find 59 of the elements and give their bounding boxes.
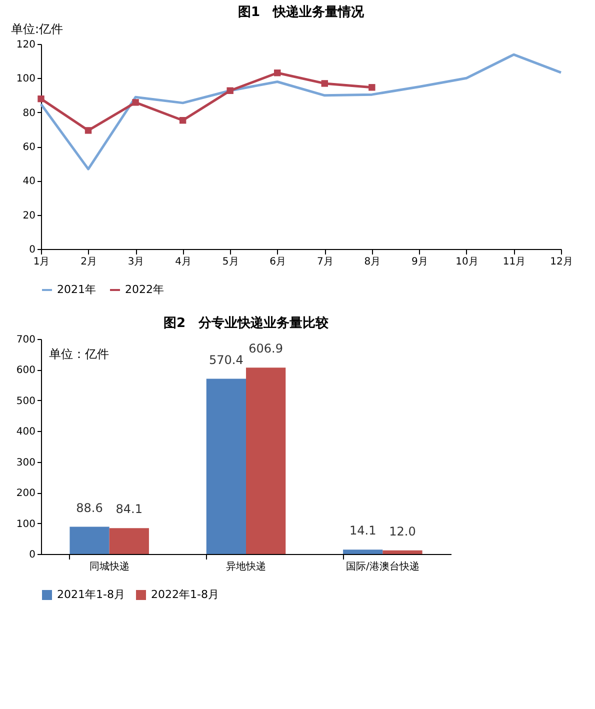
y-tick-label: 60 bbox=[22, 142, 36, 153]
point bbox=[38, 95, 44, 102]
x-tick-label: 4月 bbox=[175, 256, 192, 268]
y-tick-label: 100 bbox=[16, 74, 36, 85]
y-tick-label: 400 bbox=[16, 426, 36, 438]
point bbox=[368, 84, 376, 91]
x-tick-label: 1月 bbox=[33, 256, 50, 268]
y-tick-label: 20 bbox=[22, 210, 36, 222]
data-label: 12.0 bbox=[389, 524, 416, 538]
x-tick-label: 2月 bbox=[80, 256, 97, 268]
point bbox=[132, 99, 139, 106]
bar bbox=[246, 368, 286, 554]
x-tick-label: 11月 bbox=[502, 256, 526, 268]
y-tick-label: 200 bbox=[16, 488, 36, 500]
bar bbox=[109, 528, 149, 554]
bar bbox=[206, 378, 246, 554]
x-tick-label: 9月 bbox=[411, 256, 428, 268]
y-tick-label: 0 bbox=[29, 550, 36, 560]
x-tick-label: 5月 bbox=[222, 256, 239, 268]
y-axis-title: 单位：亿件 bbox=[49, 347, 109, 361]
data-label: 88.6 bbox=[76, 500, 103, 515]
x-tick-label: 同城快递 bbox=[89, 560, 130, 572]
point bbox=[226, 87, 234, 94]
x-tick-label: 10月 bbox=[456, 256, 478, 268]
point bbox=[321, 80, 328, 87]
data-label: 570.4 bbox=[209, 352, 244, 367]
legend-label: 2022年1-8月 bbox=[151, 588, 219, 601]
bar bbox=[70, 526, 110, 554]
y-tick-label: 600 bbox=[16, 365, 36, 376]
data-label: 14.1 bbox=[349, 524, 376, 538]
chart-title: 图2 分专业快递业务量比较 bbox=[163, 315, 330, 331]
chart-title: 图1 快递业务量情况 bbox=[238, 4, 366, 20]
y-tick-label: 0 bbox=[29, 244, 36, 256]
line-series bbox=[40, 53, 562, 170]
x-tick-label: 8月 bbox=[364, 256, 381, 268]
x-tick-label: 6月 bbox=[270, 256, 286, 268]
x-tick-label: 国际/港澳台快递 bbox=[346, 560, 420, 572]
x-tick-label: 7月 bbox=[316, 256, 334, 268]
data-label: 606.9 bbox=[248, 342, 283, 356]
legend-label: 2021年1-8月 bbox=[57, 588, 125, 601]
y-tick-label: 100 bbox=[16, 518, 36, 530]
y-axis-title: 单位:亿件 bbox=[11, 22, 64, 36]
x-tick-label: 12月 bbox=[550, 256, 573, 268]
y-tick-label: 700 bbox=[16, 334, 36, 346]
legend-label: 2022年 bbox=[125, 283, 164, 296]
bar bbox=[343, 550, 383, 554]
y-tick-label: 120 bbox=[16, 40, 36, 50]
legend-label: 2021年 bbox=[57, 283, 96, 296]
point bbox=[84, 127, 92, 134]
x-tick-label: 异地快递 bbox=[226, 560, 266, 572]
data-label: 84.1 bbox=[116, 502, 143, 516]
point bbox=[274, 70, 281, 76]
x-tick-label: 3月 bbox=[128, 256, 144, 268]
point bbox=[179, 117, 186, 124]
y-tick-label: 80 bbox=[22, 108, 36, 119]
y-tick-label: 300 bbox=[16, 457, 36, 468]
bar bbox=[382, 550, 422, 554]
y-tick-label: 40 bbox=[22, 176, 36, 188]
y-tick-label: 500 bbox=[16, 396, 36, 407]
